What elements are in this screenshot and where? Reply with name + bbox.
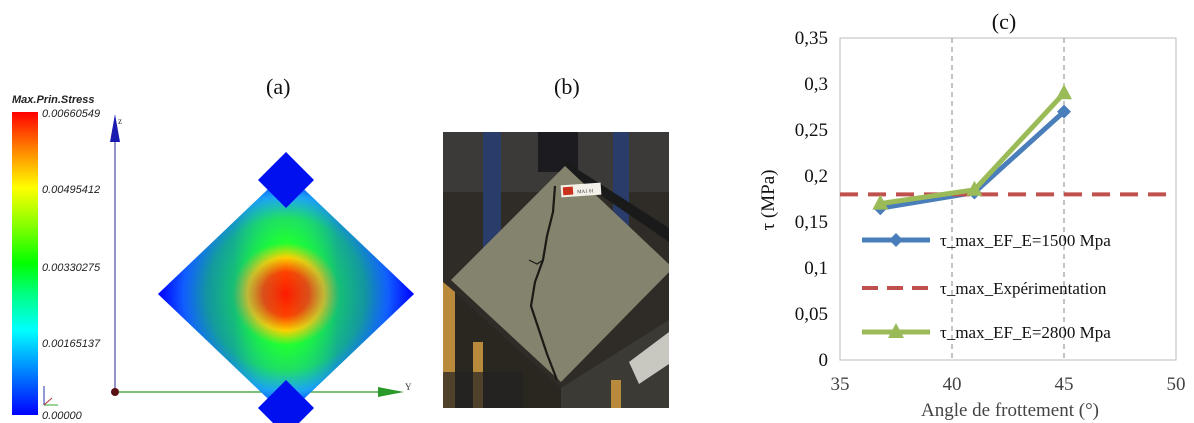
legend-entry-label: τ_max_EF_E=1500 Mpa — [940, 231, 1111, 250]
chart-legend: τ_max_EF_E=1500 Mpa τ_max_Expérimentation… — [862, 231, 1111, 342]
x-tick-label: 40 — [943, 374, 962, 395]
y-axis-label: Y — [405, 382, 412, 392]
z-axis-label: z — [118, 116, 122, 126]
y-axis-arrow — [378, 387, 404, 397]
y-tick-label: 0,05 — [795, 304, 828, 325]
plot-area-frame — [839, 37, 1177, 361]
top-loading-shoe — [258, 152, 314, 208]
series-marker-triangle — [966, 180, 983, 196]
series-marker-triangle — [1056, 84, 1072, 100]
panel-a-label: (a) — [266, 74, 291, 99]
stress-legend-value: 0.00660549 — [42, 108, 101, 120]
stress-legend-value: 0.00495412 — [42, 184, 101, 196]
specimen-tag-text: MA1 01 — [577, 189, 595, 195]
y-axis-title: τ (MPa) — [758, 170, 779, 231]
y-tick-label: 0,3 — [804, 74, 828, 95]
series-marker-triangle — [872, 194, 889, 210]
stress-legend-title: Max.Prin.Stress — [12, 94, 95, 106]
origin-dot — [111, 388, 119, 396]
x-tick-label: 45 — [1055, 374, 1074, 395]
y-tick-label: 0,35 — [795, 28, 828, 49]
x-axis-title: Angle de frottement (°) — [921, 400, 1099, 421]
x-tick-labels: 35 40 45 50 — [831, 374, 1186, 395]
chart-title: (c) — [992, 9, 1016, 34]
y-tick-label: 0,15 — [795, 212, 828, 233]
y-tick-label: 0,1 — [804, 258, 828, 279]
series-line-1 — [879, 109, 1066, 211]
series-layer — [840, 84, 1176, 216]
stress-legend-value: 0.00000 — [42, 410, 82, 422]
stress-contour-plot: z Y — [43, 114, 414, 423]
y-tick-label: 0,2 — [804, 166, 828, 187]
bottom-loading-shoe — [258, 380, 314, 423]
y-tick-label: 0 — [819, 350, 829, 371]
legend-entry-label: τ_max_EF_E=2800 Mpa — [940, 323, 1111, 342]
series-line-3 — [879, 91, 1066, 207]
stress-legend-value: 0.00330275 — [42, 262, 101, 274]
test-photo-illustration: MA1 01 — [443, 132, 669, 408]
z-axis-arrow — [110, 114, 120, 142]
legend-entry-label: τ_max_Expérimentation — [940, 279, 1107, 298]
grid-layer — [951, 38, 1065, 360]
series-marker-diamond — [967, 185, 982, 200]
panel-a: (a) Max.Prin.Stress 0.00660549 0.0049541… — [0, 74, 430, 423]
masonry-specimen — [451, 166, 669, 382]
stress-legend-value: 0.00165137 — [42, 338, 101, 350]
series-marker-diamond — [1057, 104, 1071, 119]
series-marker-triangle — [888, 323, 904, 338]
series-marker-diamond — [873, 201, 888, 216]
series-marker-diamond — [889, 233, 903, 247]
y-tick-label: 0,25 — [795, 120, 828, 141]
right-support-plate — [629, 332, 669, 384]
panel-b-label: (b) — [554, 74, 580, 99]
test-photograph: MA1 01 — [443, 132, 669, 408]
y-tick-labels: 0 0,05 0,1 0,15 0,2 0,25 0,3 0,35 — [795, 28, 828, 371]
stress-colorbar — [12, 112, 38, 415]
x-tick-label: 50 — [1167, 374, 1186, 395]
crack — [529, 185, 559, 381]
x-tick-label: 35 — [831, 374, 850, 395]
